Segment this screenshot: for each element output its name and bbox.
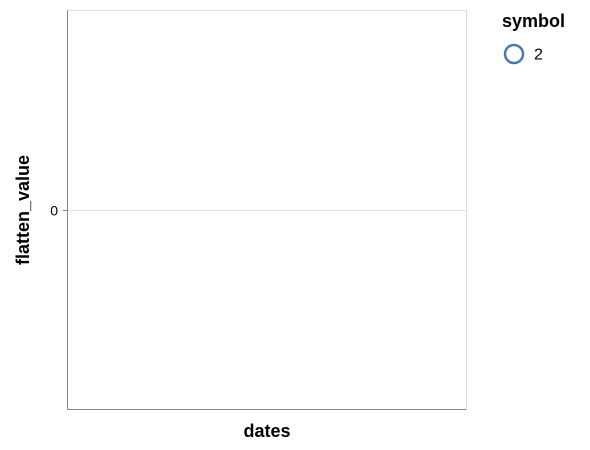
x-axis-title: dates	[243, 421, 290, 441]
y-tick-label-0: 0	[50, 203, 58, 219]
legend-entry-label: 2	[534, 47, 543, 64]
legend-symbol-circle-icon	[503, 43, 525, 65]
plot-area: 0	[50, 10, 467, 410]
y-axis-title: flatten_value	[13, 155, 33, 265]
legend-title: symbol	[502, 11, 565, 31]
legend: symbol 2	[502, 11, 565, 65]
